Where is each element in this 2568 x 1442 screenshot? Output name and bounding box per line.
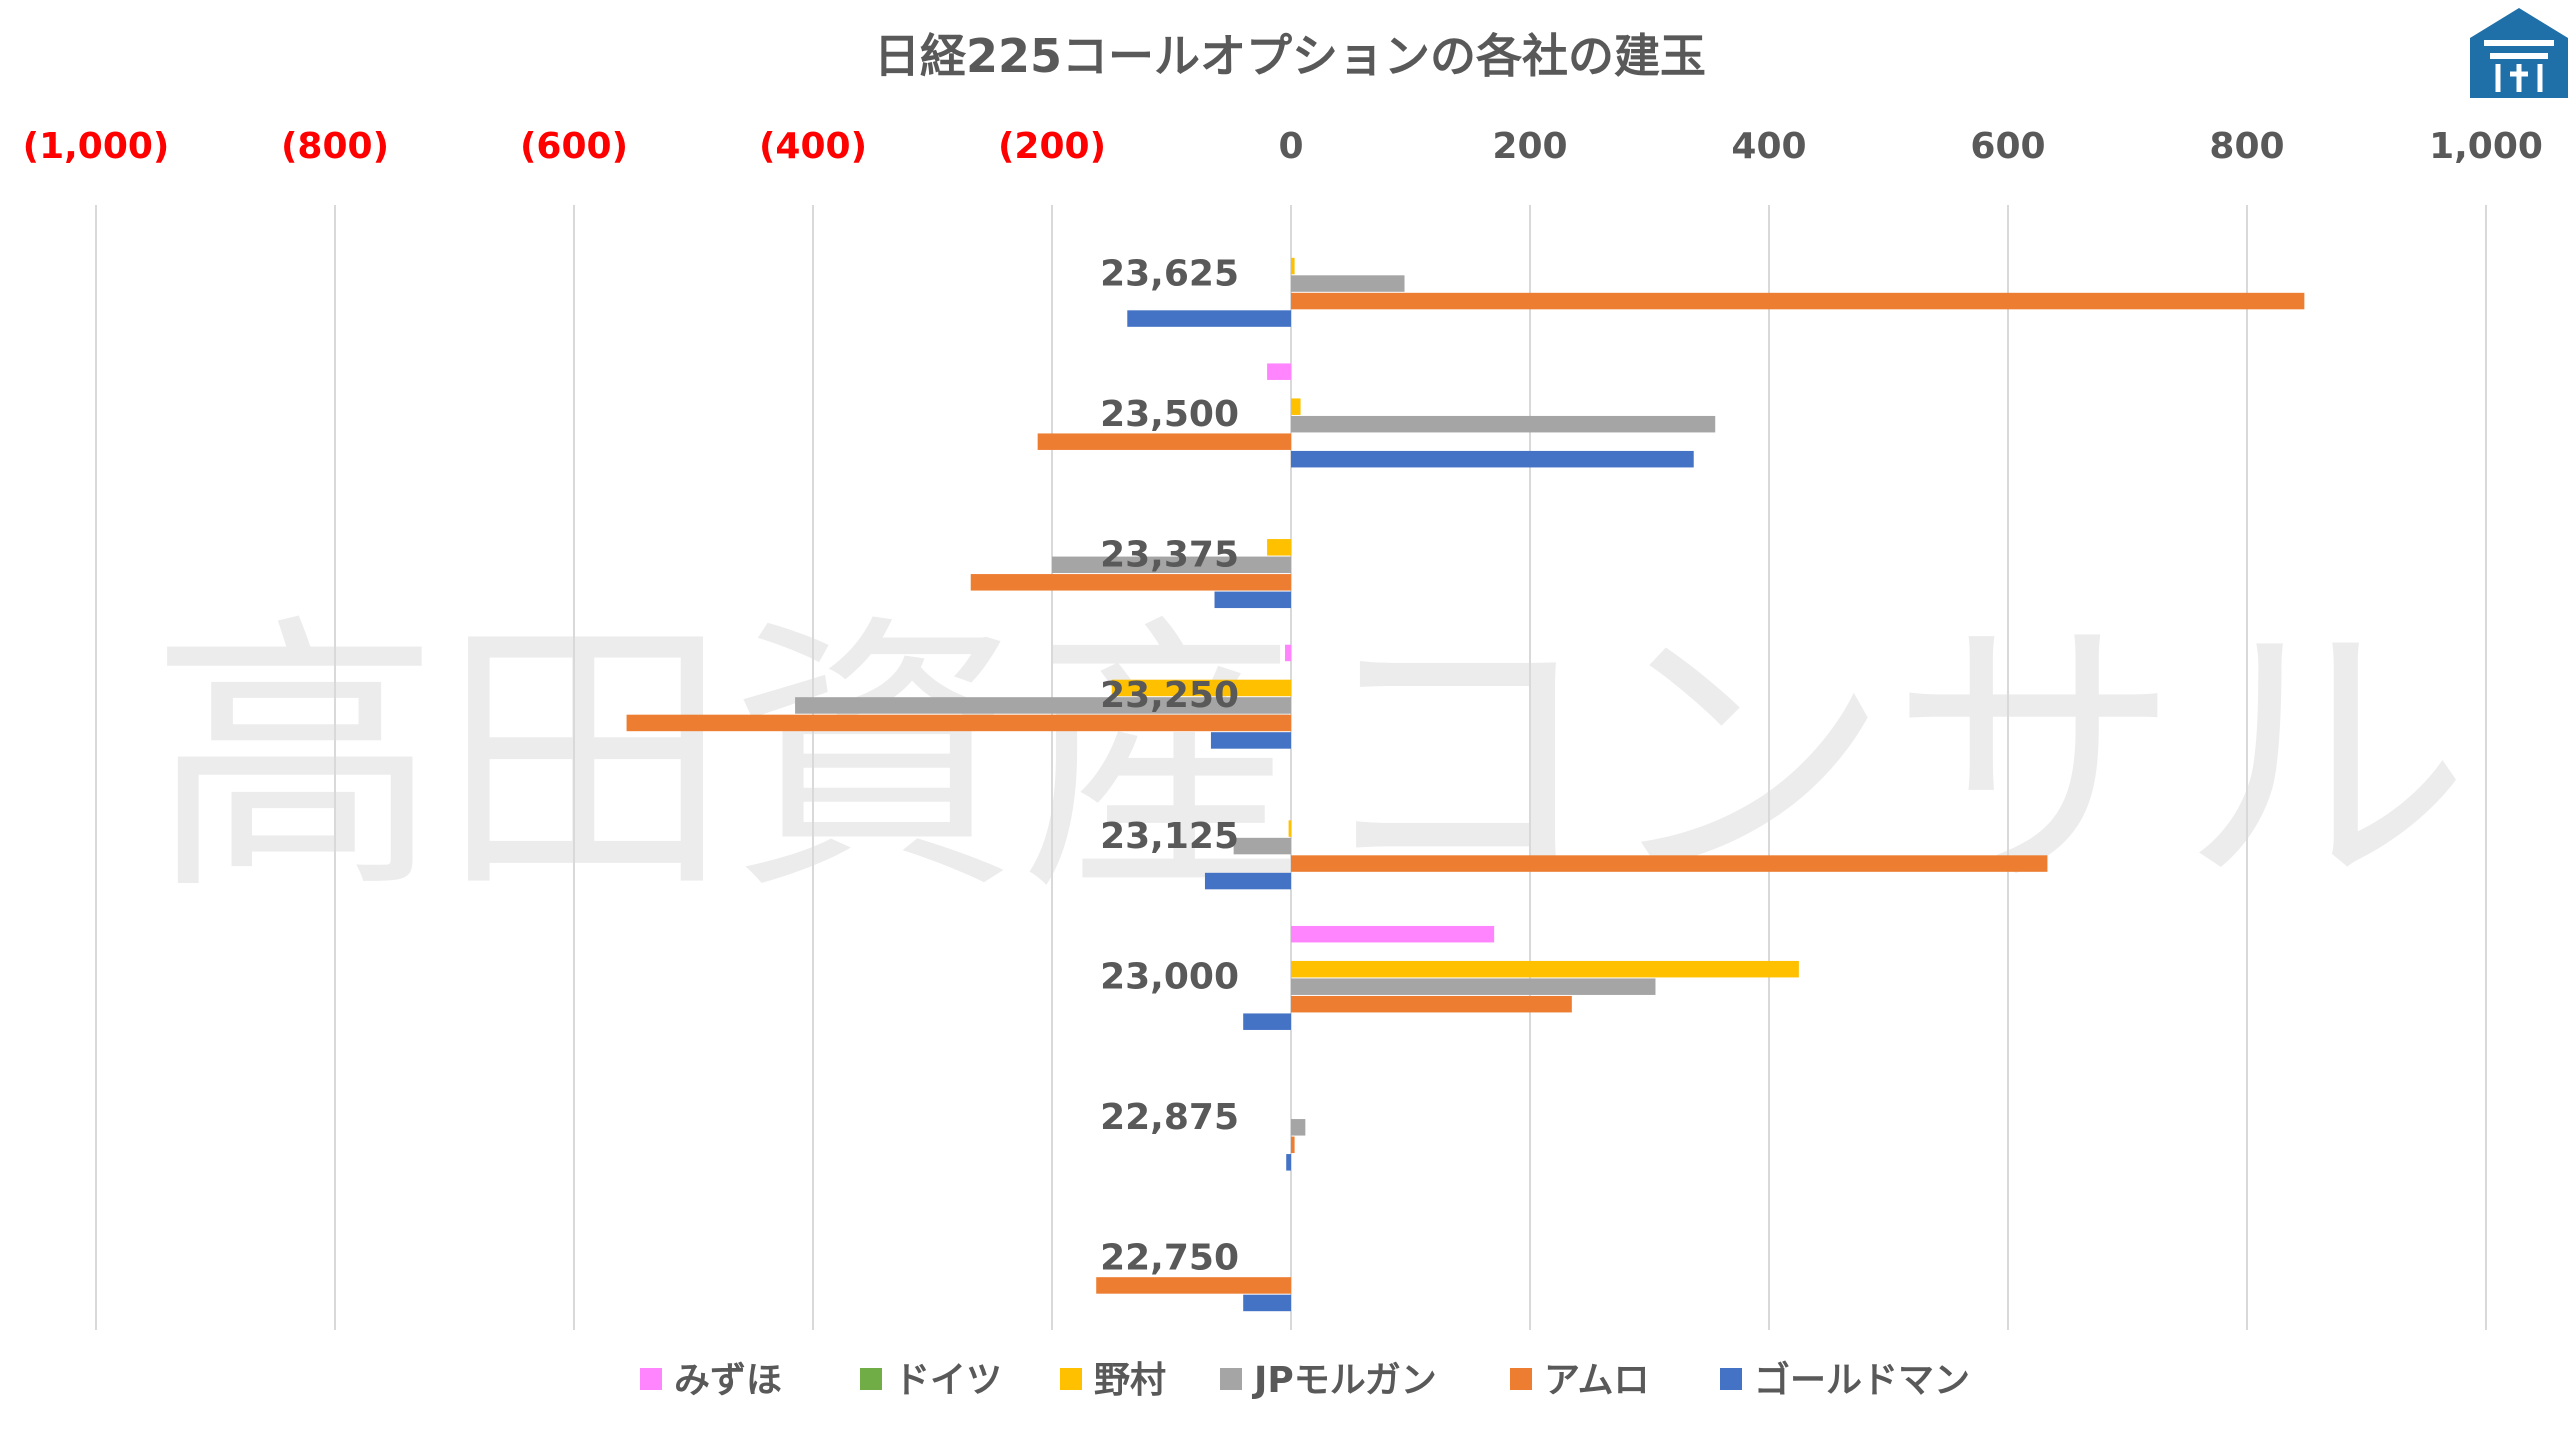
legend-label: 野村 [1094, 1360, 1166, 1401]
x-tick-label: (1,000) [23, 126, 170, 167]
bar-3-2 [1291, 398, 1301, 415]
watermark: 高田資産コンサル [150, 592, 2470, 929]
bar-3-5 [1288, 820, 1291, 837]
legend-label: ゴールドマン [1754, 1359, 1970, 1401]
bar-6-5 [1204, 872, 1291, 890]
x-tick-label: (400) [759, 126, 867, 167]
x-tick-label: 600 [1970, 126, 2045, 167]
x-tick-label: (600) [520, 126, 628, 167]
bar-3-4 [1111, 679, 1291, 697]
shield-logo [2470, 8, 2568, 98]
bar-3-6 [1291, 960, 1799, 978]
x-tick-label: 1,000 [2429, 126, 2543, 167]
bar-6-2 [1291, 450, 1694, 468]
legend-swatch [860, 1368, 882, 1390]
bar-5-8 [1096, 1277, 1291, 1294]
category-label: 22,875 [1100, 1097, 1239, 1138]
category-label: 23,000 [1100, 956, 1239, 997]
bar-6-7 [1286, 1154, 1291, 1171]
legend-swatch [1220, 1368, 1242, 1390]
x-tick-label: 800 [2209, 126, 2284, 167]
x-tick-label: (800) [281, 126, 389, 167]
bar-4-3 [1052, 556, 1291, 574]
x-tick-label: 400 [1731, 126, 1806, 167]
bar-6-8 [1243, 1294, 1291, 1312]
legend-swatch [640, 1368, 662, 1390]
bar-4-2 [1291, 415, 1716, 433]
category-label: 23,375 [1100, 535, 1239, 576]
bar-4-5 [1233, 837, 1291, 855]
bar-5-4 [626, 714, 1291, 732]
x-axis-ticks: (1,000) (800) (600) (400) (200) 0 200 400 600 800… [23, 126, 2543, 167]
category-label: 23,250 [1100, 675, 1239, 716]
bar-5-1 [1291, 292, 2305, 310]
legend-label: JPモルガン [1251, 1360, 1437, 1401]
bar-1-2 [1267, 363, 1291, 380]
bar-3-1 [1291, 257, 1295, 275]
x-tick-label: 0 [1278, 126, 1303, 167]
bar-4-7 [1291, 1119, 1306, 1136]
legend: みずほ ドイツ 野村 JPモルガン アムロ ゴールドマン [640, 1359, 1970, 1401]
bar-3-3 [1267, 539, 1291, 556]
bar-1-6 [1291, 925, 1495, 943]
category-label: 23,625 [1100, 253, 1239, 294]
gridlines [95, 205, 2487, 1330]
legend-label: みずほ [674, 1360, 782, 1401]
bar-6-3 [1214, 591, 1291, 609]
bar-4-4 [795, 697, 1291, 714]
bar-5-3 [970, 574, 1291, 591]
bar-6-4 [1210, 732, 1291, 749]
legend-swatch [1720, 1368, 1742, 1390]
x-tick-label: 200 [1492, 126, 1567, 167]
bar-1-4 [1285, 644, 1291, 662]
bar-6-1 [1127, 310, 1291, 327]
bar-4-6 [1291, 978, 1656, 995]
bar-4-1 [1291, 275, 1405, 292]
x-tick-label: (200) [998, 126, 1106, 167]
bar-5-7 [1291, 1136, 1295, 1154]
bar-5-2 [1037, 433, 1291, 450]
legend-label: ドイツ [894, 1360, 1002, 1401]
category-label: 23,125 [1100, 816, 1239, 857]
category-label: 23,500 [1100, 394, 1239, 435]
bar-5-6 [1291, 995, 1572, 1013]
legend-label: アムロ [1544, 1360, 1649, 1401]
category-labels: 23,625 23,500 23,375 23,250 23,125 23,000 22,8… [1100, 253, 1239, 1278]
legend-swatch [1060, 1368, 1082, 1390]
category-label: 22,750 [1100, 1238, 1239, 1279]
chart-title: 日経225コールオプションの各社の建玉 [874, 29, 1706, 83]
bar-6-6 [1243, 1013, 1291, 1030]
legend-swatch [1510, 1368, 1532, 1390]
bars [626, 257, 2305, 1312]
bar-5-5 [1291, 855, 2048, 872]
